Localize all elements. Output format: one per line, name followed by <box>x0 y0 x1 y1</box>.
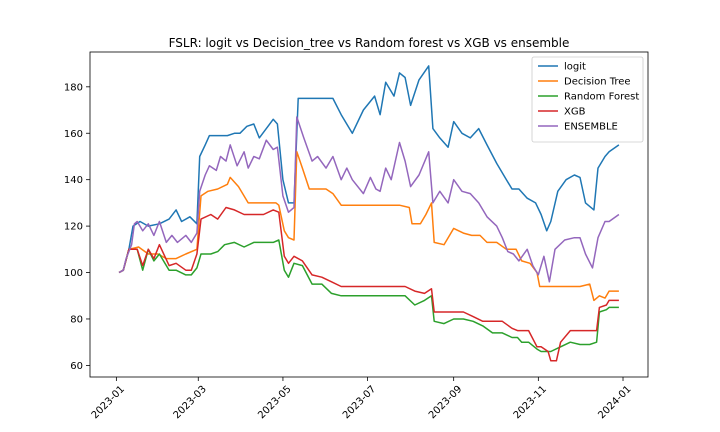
x-tick-label: 2023-01 <box>90 384 127 421</box>
x-tick-label: 2023-03 <box>172 384 209 421</box>
y-tick-label: 160 <box>64 129 83 140</box>
series-line-0 <box>118 65 620 274</box>
y-tick-label: 80 <box>70 314 83 325</box>
legend-label: logit <box>564 62 586 73</box>
y-tick-label: 60 <box>70 361 83 372</box>
series-layer <box>118 65 620 362</box>
x-axis: 2023-01 2023-03 2023-05 2023-07 2023-09 2023-… <box>90 377 634 421</box>
x-tick-label: 2023-05 <box>256 384 293 421</box>
legend-label: ENSEMBLE <box>564 122 618 133</box>
series-line-3 <box>118 206 619 362</box>
series-line-2 <box>118 239 619 353</box>
legend-label: XGB <box>564 107 586 118</box>
legend: logit Decision Tree Random Forest XGB ENSEMB… <box>531 56 644 143</box>
y-tick-label: 120 <box>64 222 83 233</box>
x-tick-label: 2024-01 <box>596 384 633 421</box>
y-tick-label: 140 <box>64 175 83 186</box>
legend-label: Random Forest <box>564 92 639 103</box>
x-tick-label: 2023-09 <box>427 384 464 421</box>
legend-label: Decision Tree <box>564 77 631 88</box>
series-line-4 <box>118 116 620 283</box>
plot-frame <box>89 51 649 378</box>
y-axis: 60 80 100 120 140 160 180 <box>64 82 90 372</box>
y-tick-label: 180 <box>64 82 83 93</box>
x-tick-label: 2023-11 <box>512 384 549 421</box>
chart-title: FSLR: logit vs Decision_tree vs Random f… <box>169 36 570 50</box>
y-tick-label: 100 <box>64 268 83 279</box>
series-line-1 <box>118 151 619 302</box>
legend-box <box>531 56 644 143</box>
x-tick-label: 2023-07 <box>341 384 378 421</box>
